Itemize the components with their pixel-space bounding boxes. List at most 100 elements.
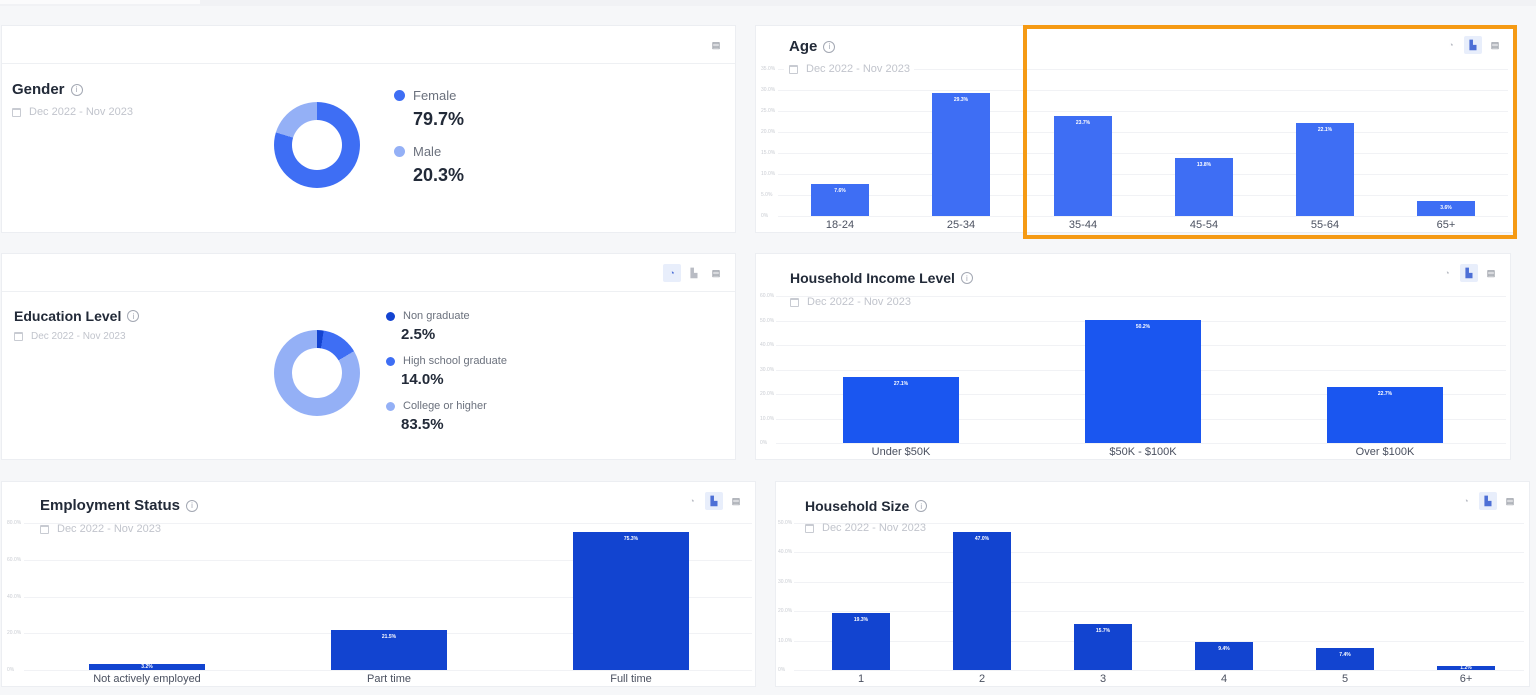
x-label: 6+ bbox=[1459, 673, 1473, 685]
bar-value: 7.6% bbox=[834, 188, 846, 194]
pie-chart-toggle-icon[interactable]: ◔ bbox=[1444, 268, 1450, 278]
excel-export-icon[interactable]: ▤ bbox=[731, 495, 741, 506]
bar[interactable]: 9.4% bbox=[1195, 642, 1253, 670]
date-range: Dec 2022 - Nov 2023 bbox=[790, 296, 911, 308]
bar[interactable]: 22.7% bbox=[1327, 387, 1443, 443]
bar[interactable]: 50.2% bbox=[1085, 320, 1201, 443]
gender-donut[interactable] bbox=[274, 102, 360, 188]
x-label: 25-34 bbox=[946, 219, 976, 231]
bar-value: 47.0% bbox=[974, 536, 990, 542]
pie-chart-toggle-icon[interactable]: ◔ bbox=[663, 264, 681, 282]
y-tick: 30.0% bbox=[761, 87, 776, 93]
x-label: Under $50K bbox=[871, 446, 931, 458]
card-toolbar: ◔ ▙ ▤ bbox=[663, 264, 725, 282]
bar[interactable]: 21.5% bbox=[331, 630, 447, 670]
y-tick: 50.0% bbox=[778, 520, 793, 526]
info-icon[interactable]: i bbox=[127, 310, 140, 322]
bar-value: 7.4% bbox=[1339, 652, 1351, 658]
card-toolbar: ◔ ▙ ▤ bbox=[683, 492, 745, 510]
donut-hole bbox=[292, 120, 342, 170]
y-tick: 40.0% bbox=[760, 342, 775, 348]
info-icon[interactable]: i bbox=[186, 499, 199, 512]
education-donut[interactable] bbox=[274, 330, 360, 416]
calendar-icon bbox=[790, 297, 799, 307]
bar-chart-toggle-icon[interactable]: ▙ bbox=[690, 267, 698, 278]
date-range-text: Dec 2022 - Nov 2023 bbox=[29, 106, 133, 118]
bar-value: 9.4% bbox=[1218, 646, 1230, 652]
employment-card: ◔ ▙ ▤ 0% 20.0% 40.0% 60.0% 80.0% 3.2% 21… bbox=[1, 481, 756, 687]
date-range-text: Dec 2022 - Nov 2023 bbox=[31, 331, 126, 342]
bar[interactable]: 47.0% bbox=[953, 532, 1011, 670]
info-icon[interactable]: i bbox=[70, 83, 83, 96]
donut-hole bbox=[292, 348, 342, 398]
pie-chart-toggle-icon[interactable]: ◔ bbox=[1448, 40, 1454, 50]
x-label: 4 bbox=[1220, 673, 1228, 685]
bar-chart-toggle-icon[interactable]: ▙ bbox=[1464, 36, 1482, 54]
legend-label: Non graduate bbox=[403, 310, 470, 322]
title-row: Education Level i bbox=[14, 308, 140, 324]
bar-value: 1.2% bbox=[1460, 665, 1472, 671]
x-label: 2 bbox=[978, 673, 986, 685]
bar-chart-toggle-icon[interactable]: ▙ bbox=[705, 492, 723, 510]
info-icon[interactable]: i bbox=[823, 40, 836, 53]
info-icon[interactable]: i bbox=[960, 272, 973, 284]
bar-value: 19.3% bbox=[853, 617, 869, 623]
calendar-icon bbox=[14, 332, 23, 341]
x-label: 65+ bbox=[1436, 219, 1456, 231]
title-row: Household Income Level i bbox=[790, 270, 973, 286]
card-toolbar: ◔ ▙ ▤ bbox=[1442, 36, 1504, 54]
top-bar bbox=[0, 0, 1536, 6]
excel-export-icon[interactable]: ▤ bbox=[711, 39, 721, 50]
bar[interactable]: 23.7% bbox=[1054, 116, 1112, 216]
info-icon[interactable]: i bbox=[915, 500, 928, 512]
income-card: ◔ ▙ ▤ 0% 10.0% 20.0% 30.0% 40.0% 50.0% 6… bbox=[755, 253, 1511, 460]
title-overlay bbox=[784, 34, 914, 78]
bar-value: 3.6% bbox=[1440, 205, 1452, 211]
bar-value: 29.3% bbox=[953, 97, 969, 103]
calendar-icon bbox=[789, 64, 798, 74]
y-tick: 30.0% bbox=[760, 366, 775, 373]
legend-item: High school graduate 14.0% bbox=[386, 355, 507, 388]
pie-chart-toggle-icon[interactable]: ◔ bbox=[689, 496, 695, 506]
bar[interactable]: 29.3% bbox=[932, 93, 990, 216]
bar[interactable]: 7.6% bbox=[811, 184, 869, 216]
bar[interactable]: 1.2% bbox=[1437, 665, 1495, 671]
legend-label: High school graduate bbox=[403, 355, 507, 367]
date-range: Dec 2022 - Nov 2023 bbox=[789, 63, 910, 75]
bar[interactable]: 27.1% bbox=[843, 377, 959, 443]
bar-value: 3.2% bbox=[141, 664, 153, 670]
y-tick: 0% bbox=[778, 667, 786, 673]
card-title: Household Income Level bbox=[790, 270, 955, 286]
bar-chart-toggle-icon[interactable]: ▙ bbox=[1479, 492, 1497, 510]
legend-label: Male bbox=[413, 144, 442, 159]
excel-export-icon[interactable]: ▤ bbox=[1490, 39, 1500, 50]
calendar-icon bbox=[805, 523, 814, 533]
bar-value: 23.7% bbox=[1075, 120, 1091, 126]
y-tick: 20.0% bbox=[761, 129, 776, 135]
excel-export-icon[interactable]: ▤ bbox=[711, 267, 721, 278]
title-row: Employment Status i bbox=[40, 497, 199, 514]
pie-chart-toggle-icon[interactable]: ◔ bbox=[1463, 496, 1469, 506]
bar[interactable]: 22.1% bbox=[1296, 123, 1354, 216]
excel-export-icon[interactable]: ▤ bbox=[1486, 267, 1496, 278]
legend-item: Female 79.7% bbox=[394, 88, 464, 130]
bar-chart-toggle-icon[interactable]: ▙ bbox=[1460, 264, 1478, 282]
bar-value: 21.5% bbox=[381, 634, 397, 640]
bar[interactable]: 13.8% bbox=[1175, 158, 1233, 216]
legend-dot bbox=[394, 90, 405, 101]
bar[interactable]: 15.7% bbox=[1074, 624, 1132, 670]
y-tick: 20.0% bbox=[7, 630, 22, 637]
bar[interactable]: 19.3% bbox=[832, 613, 890, 670]
card-title: Education Level bbox=[14, 308, 122, 324]
y-tick: 50.0% bbox=[760, 317, 775, 324]
excel-export-icon[interactable]: ▤ bbox=[1505, 495, 1515, 506]
bar[interactable]: 3.2% bbox=[89, 664, 205, 670]
bar[interactable]: 75.3% bbox=[573, 532, 689, 670]
bar[interactable]: 7.4% bbox=[1316, 648, 1374, 670]
divider bbox=[2, 291, 735, 292]
bar-value: 75.3% bbox=[623, 536, 639, 542]
legend-dot bbox=[386, 401, 395, 411]
card-title: Age bbox=[789, 38, 818, 55]
card-toolbar: ◔ ▙ ▤ bbox=[1457, 492, 1519, 510]
bar[interactable]: 3.6% bbox=[1417, 201, 1475, 216]
